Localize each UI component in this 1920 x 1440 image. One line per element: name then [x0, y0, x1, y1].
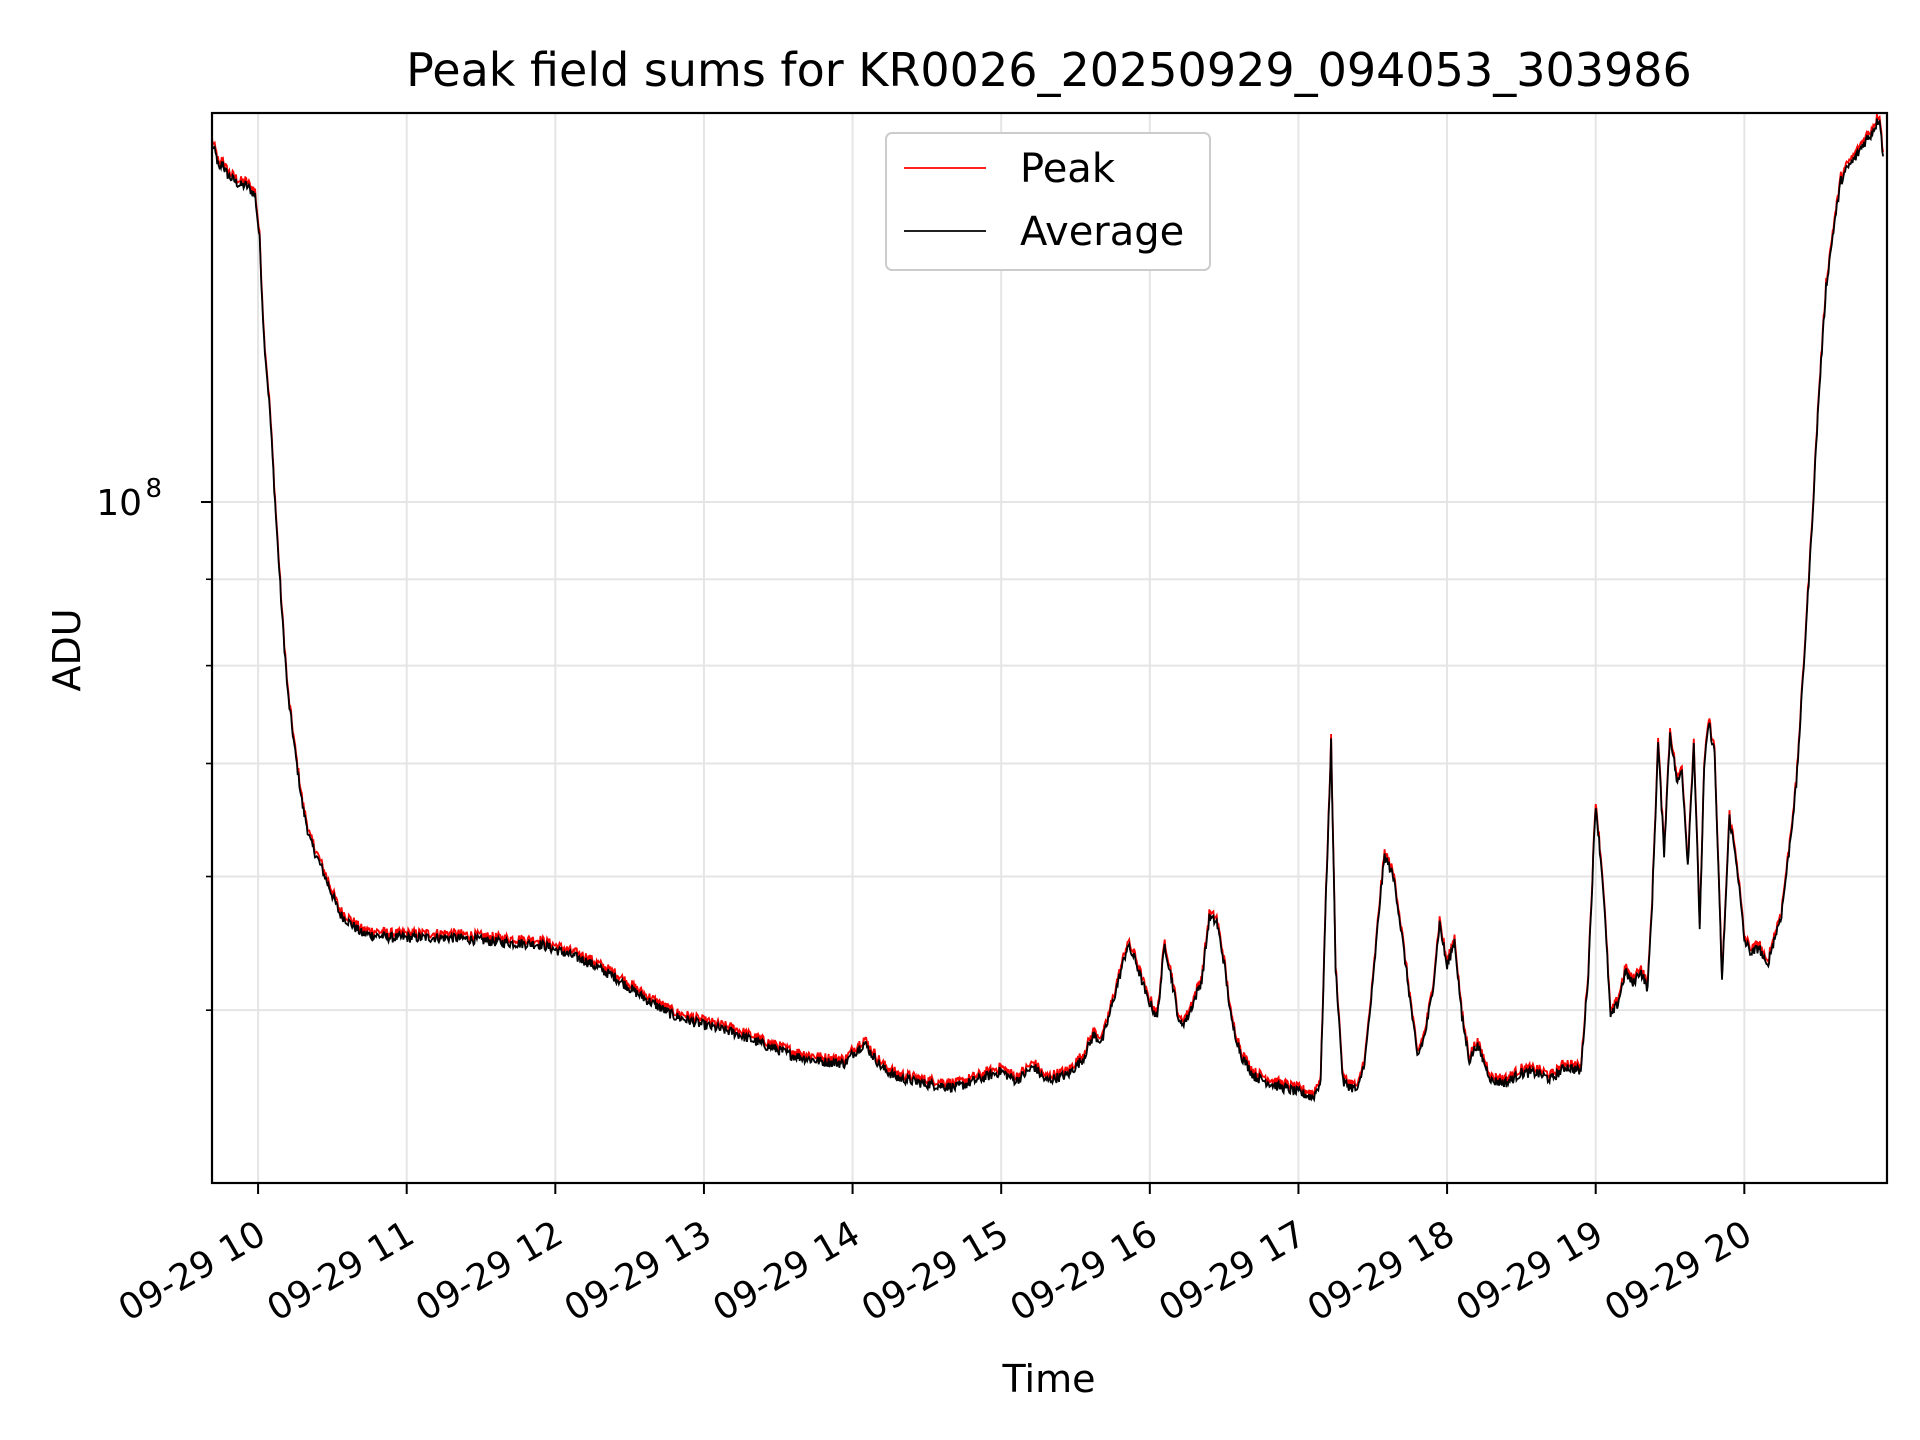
y-tick-label-exponent: 8	[145, 474, 162, 504]
plot-frame	[210, 111, 1889, 1185]
series-line-average	[212, 118, 1884, 1103]
legend-label-average: Average	[1020, 209, 1184, 255]
y-axis-label: ADU	[45, 608, 89, 691]
legend: Peak Average	[885, 132, 1211, 271]
legend-label-peak: Peak	[1020, 146, 1116, 192]
y-tick-label: 10	[96, 483, 142, 524]
grid	[212, 113, 1887, 1183]
chart-title: Peak field sums for KR0026_20250929_0940…	[406, 43, 1692, 97]
y-axis: 10 8	[96, 474, 212, 1011]
x-axis-label: Time	[1002, 1357, 1096, 1401]
